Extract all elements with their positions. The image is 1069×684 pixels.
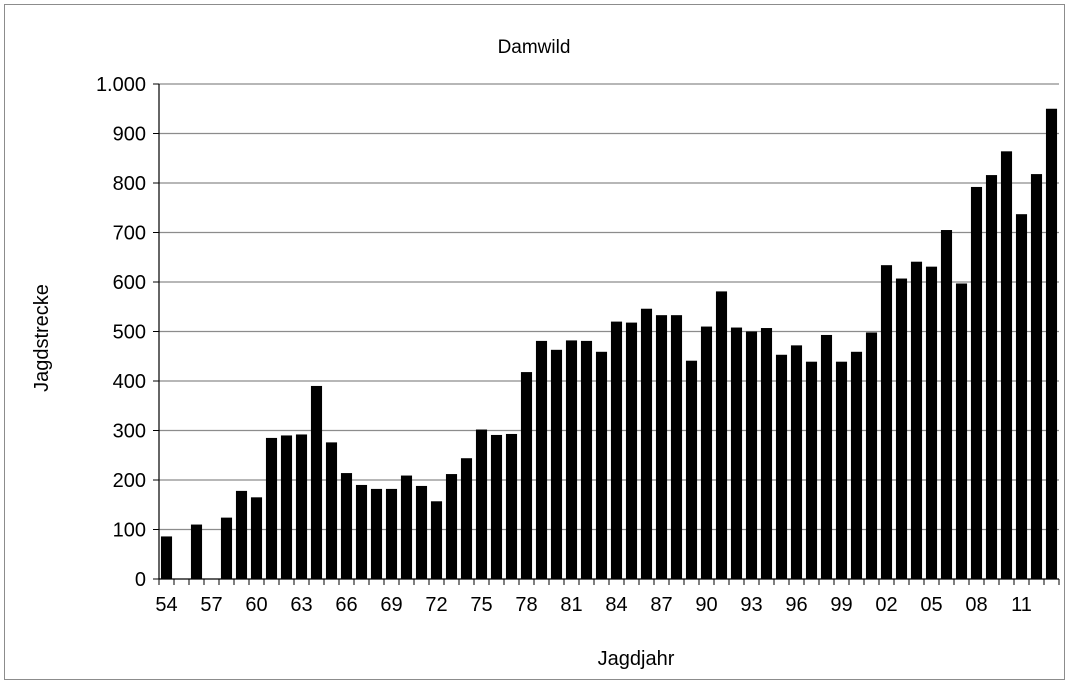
bar-08: [970, 186, 983, 579]
bar-04: [910, 261, 923, 579]
x-tick-label: 84: [605, 594, 627, 616]
x-tick-label: 87: [650, 594, 672, 616]
chart-frame: 0 100 200 300 400 500 600 700 800 900 1.000 54 57 60…: [4, 4, 1065, 680]
bar-98: [820, 334, 833, 579]
bar-13: [1045, 108, 1058, 579]
y-tick-label: 1.000: [96, 74, 146, 96]
axes: [153, 83, 1060, 585]
x-tick-label: 81: [560, 594, 582, 616]
bar-82: [580, 340, 593, 579]
y-tick-label: 800: [113, 173, 146, 195]
y-tick-label: 100: [113, 520, 146, 542]
bar-11: [1015, 214, 1028, 579]
bar-03: [895, 278, 908, 579]
bars: [160, 108, 1058, 579]
bar-93: [745, 331, 758, 579]
x-tick-label: 96: [785, 594, 807, 616]
x-tick-label: 69: [380, 594, 402, 616]
bar-79: [535, 340, 548, 579]
y-tick-label: 400: [113, 371, 146, 393]
bar-85: [625, 322, 638, 579]
bar-54: [160, 536, 173, 579]
bar-09: [985, 175, 998, 579]
bar-95: [775, 354, 788, 579]
bar-84: [610, 321, 623, 579]
bar-78: [520, 372, 533, 579]
chart-title: Damwild: [498, 37, 571, 58]
bar-88: [670, 315, 683, 579]
x-tick-labels: 54 57 60 63 66 69 72 75 78 81 84 87 90 93 96 99 02 05 08 11: [155, 594, 1032, 616]
x-tick-label: 11: [1011, 594, 1032, 616]
x-tick-label: 93: [740, 594, 762, 616]
bar-07: [955, 283, 968, 579]
bar-06: [940, 230, 953, 579]
x-tick-label: 57: [200, 594, 222, 616]
bar-01: [865, 332, 878, 579]
x-axis-title: Jagdjahr: [598, 648, 675, 670]
bar-80: [550, 349, 563, 579]
bar-chart: 0 100 200 300 400 500 600 700 800 900 1.000 54 57 60…: [31, 37, 1060, 670]
x-tick-label: 75: [470, 594, 492, 616]
y-tick-label: 300: [113, 421, 146, 443]
bar-67: [355, 484, 368, 579]
bar-73: [445, 474, 458, 579]
bar-64: [310, 385, 323, 579]
y-tick-label: 900: [113, 124, 146, 146]
bar-62: [280, 435, 293, 579]
x-tick-label: 72: [425, 594, 447, 616]
bar-58: [220, 517, 233, 579]
x-tick-label: 60: [245, 594, 267, 616]
bar-69: [385, 488, 398, 579]
y-axis-title: Jagdstrecke: [31, 284, 53, 392]
bar-92: [730, 327, 743, 579]
x-tick-label: 02: [875, 594, 897, 616]
x-tick-label: 90: [695, 594, 717, 616]
bar-63: [295, 434, 308, 579]
y-tick-label: 500: [113, 322, 146, 344]
gridlines: [159, 83, 1059, 531]
x-tick-label: 99: [830, 594, 852, 616]
y-tick-labels: 0 100 200 300 400 500 600 700 800 900 1.000: [96, 74, 146, 591]
x-tick-label: 08: [965, 594, 987, 616]
bar-56: [190, 524, 203, 579]
bar-05: [925, 266, 938, 579]
bar-86: [640, 308, 653, 579]
bar-65: [325, 442, 338, 579]
bar-75: [475, 429, 488, 579]
x-tick-label: 66: [335, 594, 357, 616]
x-tick-label: 63: [290, 594, 312, 616]
bar-02: [880, 265, 893, 579]
bar-90: [700, 326, 713, 579]
bar-00: [850, 351, 863, 579]
bar-59: [235, 490, 248, 579]
bar-66: [340, 473, 353, 579]
bar-72: [430, 501, 443, 579]
bar-76: [490, 434, 503, 579]
bar-89: [685, 360, 698, 579]
bar-10: [1000, 151, 1013, 579]
x-tick-label: 05: [920, 594, 942, 616]
bar-61: [265, 437, 278, 579]
bar-70: [400, 475, 413, 579]
bar-12: [1030, 174, 1043, 579]
bar-81: [565, 340, 578, 579]
y-tick-label: 700: [113, 223, 146, 245]
bar-74: [460, 458, 473, 579]
bar-99: [835, 361, 848, 579]
bar-87: [655, 315, 668, 579]
bar-94: [760, 328, 773, 579]
x-tick-label: 78: [515, 594, 537, 616]
y-tick-label: 0: [135, 569, 146, 591]
bar-96: [790, 345, 803, 579]
y-tick-label: 600: [113, 272, 146, 294]
bar-91: [715, 291, 728, 579]
y-tick-label: 200: [113, 470, 146, 492]
bar-71: [415, 485, 428, 579]
bar-60: [250, 497, 263, 579]
bar-68: [370, 488, 383, 579]
bar-97: [805, 361, 818, 579]
bar-83: [595, 351, 608, 579]
bar-77: [505, 433, 518, 579]
x-tick-label: 54: [155, 594, 177, 616]
